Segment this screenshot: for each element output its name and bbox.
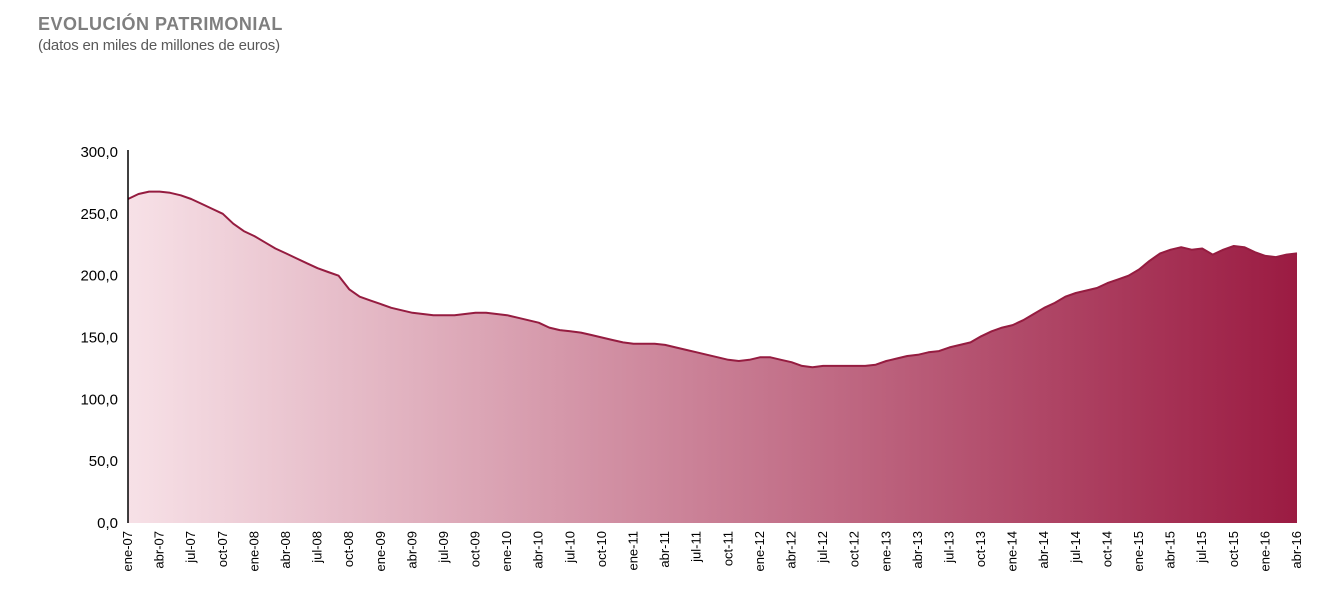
x-tick-label: jul-10	[562, 531, 577, 564]
y-tick-label: 50,0	[89, 453, 118, 470]
x-tick-label: oct-15	[1226, 531, 1241, 567]
x-tick-label: ene-12	[752, 531, 767, 571]
x-tick-label: ene-14	[1005, 531, 1020, 571]
x-tick-label: jul-07	[183, 531, 198, 564]
chart-title: EVOLUCIÓN PATRIMONIAL	[38, 14, 283, 34]
x-tick-label: abr-15	[1163, 531, 1178, 569]
x-tick-label: abr-13	[910, 531, 925, 569]
x-tick-label: ene-13	[878, 531, 893, 571]
x-tick-label: abr-07	[152, 531, 167, 569]
x-tick-label: abr-14	[1036, 531, 1051, 569]
x-tick-label: abr-09	[404, 531, 419, 569]
y-tick-label: 100,0	[80, 391, 118, 408]
x-tick-label: oct-10	[594, 531, 609, 567]
x-tick-label: abr-12	[783, 531, 798, 569]
y-tick-label: 150,0	[80, 330, 118, 347]
x-tick-label: jul-11	[689, 531, 704, 563]
x-tick-label: ene-10	[499, 531, 514, 571]
x-tick-label: abr-11	[657, 531, 672, 568]
area-fill	[128, 191, 1297, 523]
x-tick-label: abr-08	[278, 531, 293, 569]
x-tick-label: oct-07	[215, 531, 230, 567]
series-line	[127, 190, 1298, 369]
x-tick-label: jul-14	[1068, 531, 1083, 564]
x-tick-label: jul-13	[941, 531, 956, 564]
x-tick-label: abr-16	[1289, 531, 1304, 569]
x-tick-label: oct-09	[468, 531, 483, 567]
y-tick-label: 200,0	[80, 268, 118, 285]
x-tick-label: ene-09	[373, 531, 388, 571]
x-tick-label: jul-15	[1194, 531, 1209, 564]
chart-subtitle: (datos en miles de millones de euros)	[38, 37, 280, 54]
x-tick-label: oct-13	[973, 531, 988, 567]
x-tick-label: oct-11	[720, 531, 735, 566]
y-tick-label: 0,0	[97, 515, 118, 532]
x-tick-label: ene-07	[120, 531, 135, 571]
chart-header: EVOLUCIÓN PATRIMONIAL (datos en miles de…	[38, 14, 283, 54]
x-tick-label: ene-08	[246, 531, 261, 571]
x-tick-label: jul-08	[310, 531, 325, 564]
x-tick-label: oct-12	[847, 531, 862, 567]
x-tick-label: oct-08	[341, 531, 356, 567]
y-tick-label: 250,0	[80, 206, 118, 223]
x-tick-label: oct-14	[1099, 531, 1114, 567]
x-tick-label: jul-09	[436, 531, 451, 564]
x-tick-label: ene-16	[1257, 531, 1272, 571]
x-tick-label: ene-11	[626, 531, 641, 571]
x-tick-label: ene-15	[1131, 531, 1146, 571]
x-tick-label: abr-10	[531, 531, 546, 569]
y-tick-label: 300,0	[80, 144, 118, 161]
x-tick-label: jul-12	[815, 531, 830, 564]
